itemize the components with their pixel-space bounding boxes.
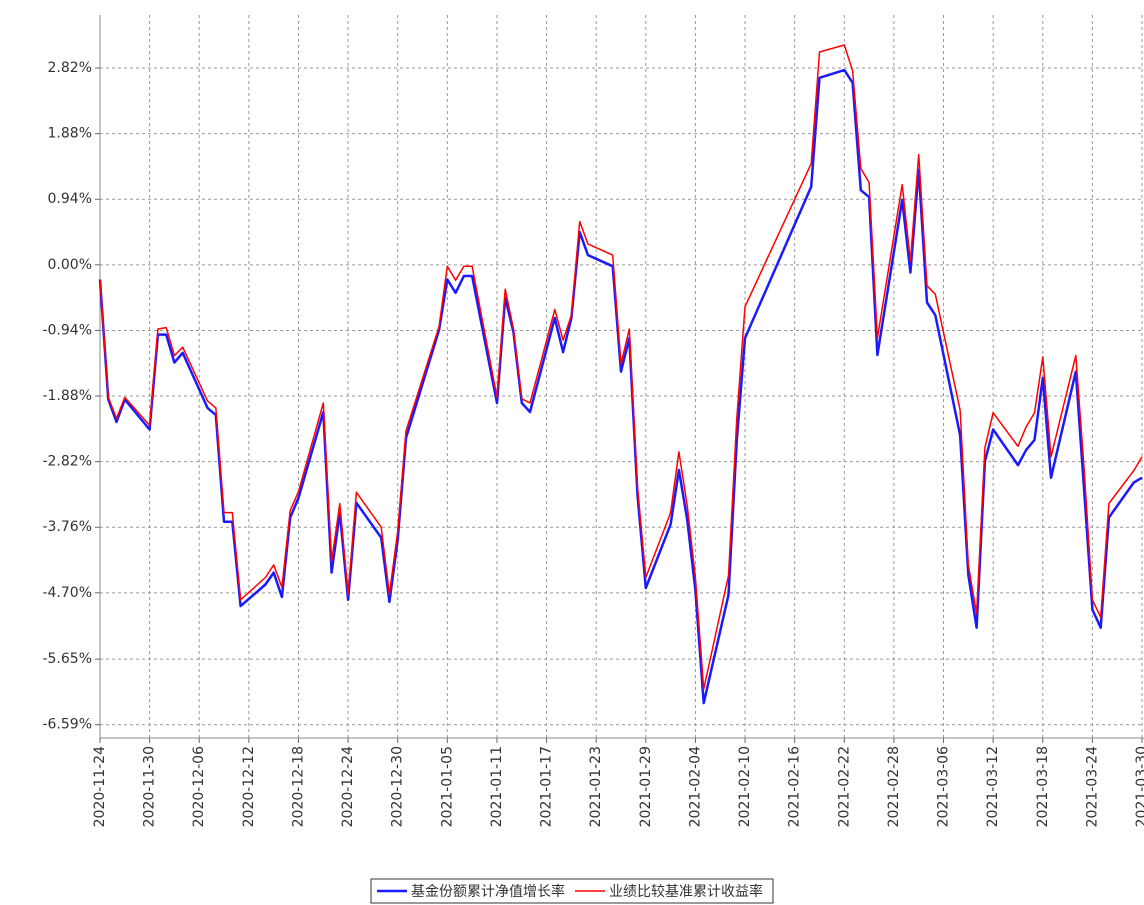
x-tick-label: 2021-03-06 xyxy=(936,746,952,827)
x-tick-label: 2021-01-05 xyxy=(439,746,455,827)
legend: 基金份额累计净值增长率 业绩比较基准累计收益率 xyxy=(370,878,774,904)
legend-box xyxy=(370,878,774,904)
x-tick-label: 2020-12-18 xyxy=(290,746,306,827)
y-tick-label: -0.94% xyxy=(42,322,92,338)
x-tick-label: 2020-12-30 xyxy=(390,746,406,827)
x-tick-label: 2021-03-30 xyxy=(1134,746,1144,827)
x-tick-label: 2020-12-06 xyxy=(191,746,207,827)
y-tick-label: -4.70% xyxy=(42,585,92,601)
series-line xyxy=(98,68,1143,705)
y-tick-label: 0.94% xyxy=(48,191,92,207)
y-tick-label: -6.59% xyxy=(42,717,92,733)
x-tick-label: 2021-02-04 xyxy=(687,746,703,827)
x-tick-label: 2021-02-28 xyxy=(886,746,902,827)
x-tick-label: 2021-01-23 xyxy=(588,746,604,827)
x-tick-label: 2020-12-24 xyxy=(340,746,356,827)
y-tick-label: -3.76% xyxy=(42,519,92,535)
x-tick-label: 2021-01-29 xyxy=(638,746,654,827)
x-tick-label: 2021-02-22 xyxy=(836,746,852,827)
x-tick-label: 2021-02-10 xyxy=(737,746,753,827)
y-tick-label: 1.88% xyxy=(48,126,92,142)
legend-label: 基金份额累计净值增长率 xyxy=(411,883,565,900)
series-line xyxy=(99,44,1143,690)
x-tick-label: 2021-03-12 xyxy=(985,746,1001,827)
x-tick-label: 2021-03-24 xyxy=(1084,746,1100,827)
y-tick-label: -1.88% xyxy=(42,388,92,404)
y-tick-label: -2.82% xyxy=(42,454,92,470)
y-tick-label: 2.82% xyxy=(48,60,92,76)
y-tick-label: -5.65% xyxy=(42,651,92,667)
x-tick-label: 2020-11-30 xyxy=(142,746,158,827)
x-tick-label: 2020-11-24 xyxy=(92,746,108,827)
x-tick-label: 2020-12-12 xyxy=(241,746,257,827)
x-tick-label: 2021-02-16 xyxy=(787,746,803,827)
x-tick-label: 2021-01-17 xyxy=(539,746,555,827)
y-tick-label: 0.00% xyxy=(48,257,92,273)
x-tick-label: 2021-03-18 xyxy=(1035,746,1051,827)
x-tick-label: 2021-01-11 xyxy=(489,746,505,827)
legend-label: 业绩比较基准累计收益率 xyxy=(609,883,763,900)
